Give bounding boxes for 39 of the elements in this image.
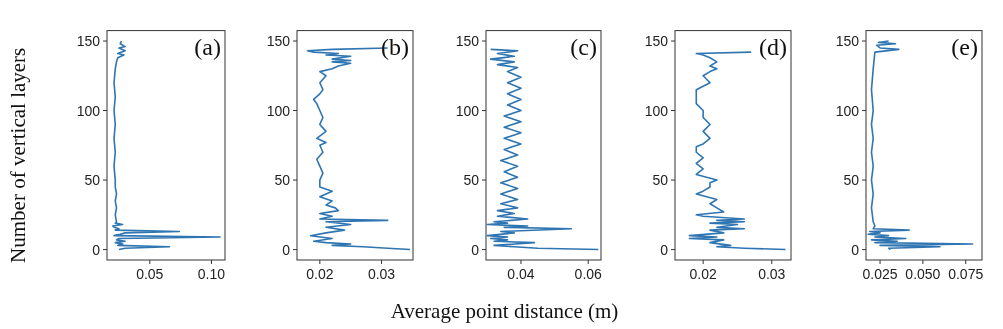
y-tick-label: 100 [455,102,480,119]
x-tick-label: 0.04 [507,266,535,282]
y-tick-label: 150 [455,33,480,50]
annotation: (c) [570,33,597,60]
line-series [112,40,221,251]
y-tick-label: 100 [76,102,101,119]
y-tick-label: 50 [652,172,669,189]
y-tick-label: 50 [274,172,291,189]
x-tick-label: 0.03 [367,266,396,282]
x-tick-label: 0.02 [306,266,334,282]
y-tick-label: 100 [835,102,860,119]
annotation: (e) [951,33,978,60]
x-tick-label: 0.075 [948,266,984,282]
y-tick-label: 0 [92,241,101,258]
x-tick-label: 0.05 [136,266,164,282]
y-tick-label: 100 [266,102,291,119]
x-tick-label: 0.050 [905,266,941,282]
annotation: (b) [381,33,409,60]
x-tick-label: 0.03 [758,266,786,282]
y-tick-label: 100 [644,102,669,119]
y-tick-label: 0 [851,241,860,258]
y-tick-label: 150 [76,33,101,50]
y-tick-label: 0 [471,241,480,258]
y-tick-label: 150 [644,33,669,50]
y-tick-label: 0 [660,241,669,258]
y-tick-label: 50 [843,172,860,189]
x-axis-title: Average point distance (m) [390,299,619,323]
x-tick-label: 0.06 [574,266,603,282]
y-tick-label: 0 [282,241,291,258]
annotation: (d) [759,33,787,60]
annotation: (a) [194,33,221,60]
y-tick-label: 150 [835,33,860,50]
y-tick-label: 50 [84,172,101,189]
x-tick-label: 0.10 [197,266,226,282]
y-tick-label: 50 [463,172,480,189]
x-tick-label: 0.025 [862,266,898,282]
x-tick-label: 0.02 [689,266,717,282]
y-tick-label: 150 [266,33,291,50]
y-axis-title: Number of vertical layers [6,47,30,263]
